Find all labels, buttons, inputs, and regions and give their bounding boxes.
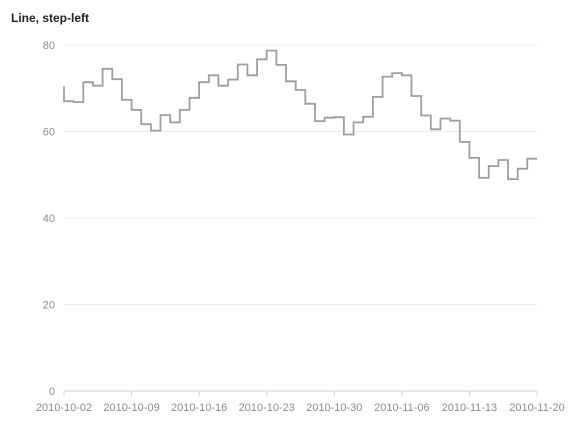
y-tick-label: 80 (43, 40, 55, 52)
series-group (63, 49, 537, 180)
x-tick-label: 2010-10-16 (171, 402, 227, 414)
x-tick-label: 2010-10-23 (239, 402, 295, 414)
y-axis: 0 20 40 60 80 (43, 40, 55, 398)
x-tick-label: 2010-10-02 (36, 402, 92, 414)
x-tick-label: 2010-11-06 (374, 402, 429, 414)
x-axis: 2010-10-02 2010-10-09 2010-10-16 2010-10-23… (36, 391, 565, 414)
series-line-0 (63, 49, 537, 180)
x-tick-label: 2010-10-30 (306, 402, 362, 414)
y-tick-label: 40 (43, 213, 55, 225)
x-tick-label: 2010-11-20 (509, 402, 564, 414)
y-tick-label: 0 (49, 386, 55, 398)
y-tick-label: 20 (43, 300, 55, 312)
chart-title: Line, step-left (11, 11, 90, 25)
y-tick-label: 60 (43, 127, 55, 139)
x-tick-label: 2010-11-13 (442, 402, 497, 414)
grid-lines (64, 44, 537, 392)
x-tick-label: 2010-10-09 (103, 402, 159, 414)
